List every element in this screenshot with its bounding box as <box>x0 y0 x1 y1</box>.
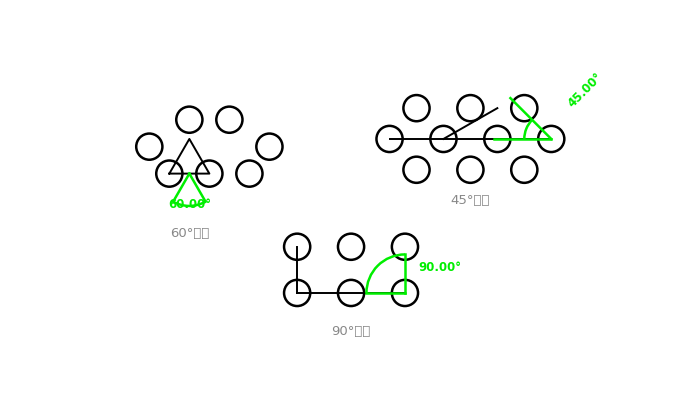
Text: 60.00°: 60.00° <box>168 198 211 211</box>
Text: 60°错排: 60°错排 <box>169 227 209 240</box>
Text: 90.00°: 90.00° <box>419 261 462 274</box>
Text: 45°错排: 45°错排 <box>451 194 490 207</box>
Text: 45.00°: 45.00° <box>565 71 605 110</box>
Text: 90°直排: 90°直排 <box>331 325 371 338</box>
